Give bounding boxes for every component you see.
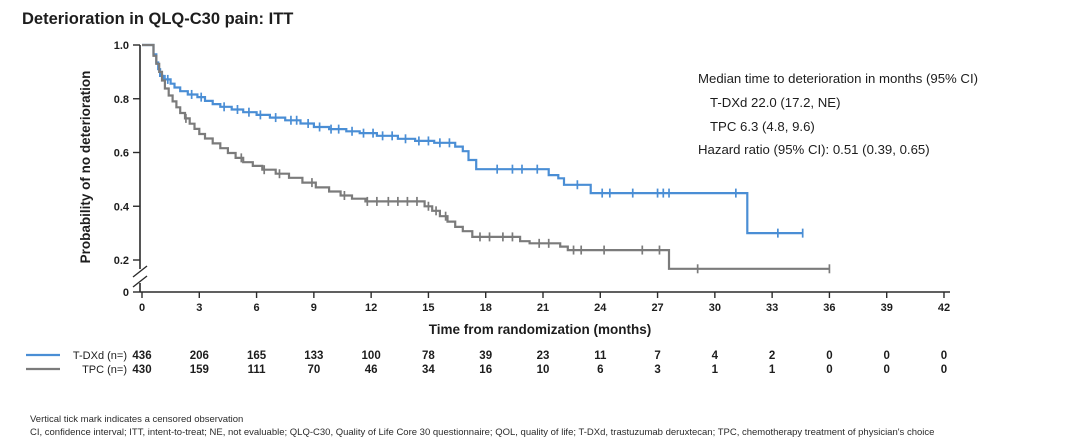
y-axis-break-slash: [132, 275, 148, 288]
risk-count-tdxd: 0: [826, 350, 832, 362]
x-tick-label: 30: [709, 302, 721, 314]
x-tick-label: 36: [823, 302, 835, 314]
y-axis-title: Probability of no deterioration: [78, 71, 93, 264]
risk-count-tpc: 34: [422, 364, 435, 376]
risk-row-label-tdxd: T-DXd (n=): [73, 350, 127, 362]
y-tick-label: 0.8: [114, 94, 129, 106]
risk-count-tdxd: 436: [132, 350, 151, 362]
axes: 1.00.80.60.40.200 3 6 9 12 15 18 21 24 27 30 33 36 39…: [114, 40, 950, 314]
risk-count-tpc: 1: [769, 364, 776, 376]
x-tick-label: 15: [422, 302, 434, 314]
page-title: Deterioration in QLQ-C30 pain: ITT: [22, 10, 293, 28]
stats-median-header: Median time to deterioration in months (…: [698, 71, 978, 86]
risk-count-tpc: 6: [597, 364, 603, 376]
risk-count-tpc: 0: [826, 364, 832, 376]
risk-row-label-tpc: TPC (n=): [82, 364, 127, 376]
stats-tpc-median: TPC 6.3 (4.8, 9.6): [710, 119, 815, 134]
x-tick-label: 24: [594, 302, 607, 314]
km-step-curve-tpc: [142, 43, 830, 270]
x-tick-label: 6: [254, 302, 260, 314]
x-tick-label: 42: [938, 302, 950, 314]
risk-count-tpc: 70: [307, 364, 320, 376]
risk-count-tdxd: 165: [247, 350, 267, 362]
x-tick-label: 18: [480, 302, 492, 314]
risk-count-tdxd: 100: [362, 350, 381, 362]
stats-hazard-ratio: Hazard ratio (95% CI): 0.51 (0.39, 0.65): [698, 142, 930, 157]
risk-count-tdxd: 78: [422, 350, 435, 362]
x-axis-title: Time from randomization (months): [429, 322, 652, 337]
risk-count-tpc: 1: [712, 364, 719, 376]
stats-block: Median time to deterioration in months (…: [698, 71, 978, 157]
footnote-abbreviations: CI, confidence interval; ITT, intent-to-…: [30, 427, 934, 438]
risk-count-tdxd: 206: [190, 350, 209, 362]
x-tick-label: 33: [766, 302, 778, 314]
x-tick-label: 27: [651, 302, 663, 314]
risk-count-tdxd: 2: [769, 350, 775, 362]
risk-count-tpc: 111: [248, 364, 267, 376]
x-tick-label: 3: [196, 302, 202, 314]
y-tick-label: 1.0: [114, 40, 129, 52]
y-axis-break-slash: [132, 265, 148, 278]
risk-count-tpc: 430: [132, 364, 151, 376]
y-tick-label: 0.4: [114, 201, 130, 213]
risk-count-tpc: 16: [479, 364, 492, 376]
risk-table: T-DXd (n=) TPC (n=) 436 206 165 133 100 78 39 2…: [26, 350, 947, 376]
risk-count-tdxd: 11: [594, 350, 607, 362]
km-step-curve-tdxd: [142, 43, 803, 235]
risk-count-tdxd: 4: [712, 350, 719, 362]
risk-count-tpc: 3: [654, 364, 660, 376]
x-tick-label: 21: [537, 302, 549, 314]
risk-count-tpc: 46: [365, 364, 378, 376]
risk-count-tdxd: 23: [537, 350, 550, 362]
x-tick-label: 0: [139, 302, 145, 314]
y-tick-label: 0.2: [114, 255, 129, 267]
risk-count-tdxd: 133: [304, 350, 323, 362]
x-tick-label: 9: [311, 302, 317, 314]
footnote-censor: Vertical tick mark indicates a censored …: [30, 414, 243, 425]
risk-count-tdxd: 39: [479, 350, 492, 362]
risk-count-tpc: 0: [884, 364, 890, 376]
y-tick-label: 0.6: [114, 148, 129, 160]
risk-count-tpc: 10: [537, 364, 550, 376]
risk-count-tdxd: 7: [654, 350, 660, 362]
x-tick-label: 39: [881, 302, 893, 314]
risk-count-tpc: 0: [941, 364, 947, 376]
x-tick-label: 12: [365, 302, 377, 314]
risk-count-tdxd: 0: [884, 350, 890, 362]
risk-count-tdxd: 0: [941, 350, 947, 362]
y-tick-label: 0: [123, 287, 129, 299]
stats-tdxd-median: T-DXd 22.0 (17.2, NE): [710, 95, 840, 110]
risk-count-tpc: 159: [190, 364, 209, 376]
km-curves: [142, 43, 831, 274]
